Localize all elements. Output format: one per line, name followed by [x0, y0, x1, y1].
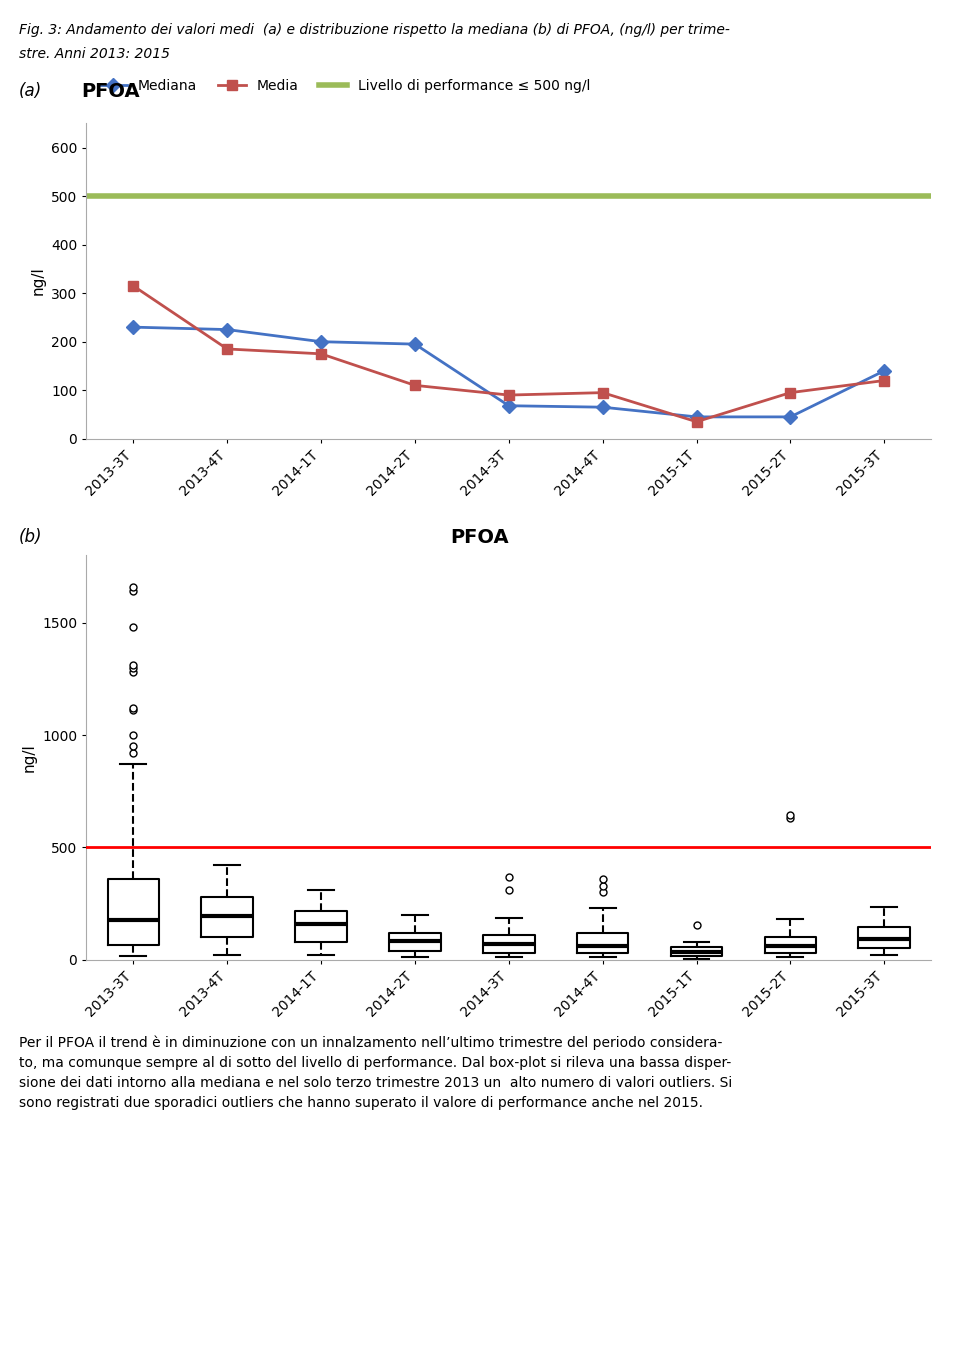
Text: Per il PFOA il trend è in diminuzione con un innalzamento nell’ultimo trimestre : Per il PFOA il trend è in diminuzione co… [19, 1035, 732, 1109]
Y-axis label: ng/l: ng/l [22, 743, 36, 772]
Text: (b): (b) [19, 528, 42, 546]
Legend: Mediana, Media, Livello di performance ≤ 500 ng/l: Mediana, Media, Livello di performance ≤… [93, 74, 596, 99]
Text: PFOA: PFOA [450, 528, 510, 547]
Text: stre. Anni 2013: 2015: stre. Anni 2013: 2015 [19, 47, 170, 60]
Text: Fig. 3: Andamento dei valori medi  (a) e distribuzione rispetto la mediana (b) d: Fig. 3: Andamento dei valori medi (a) e … [19, 23, 730, 37]
Text: (a): (a) [19, 82, 42, 100]
Text: PFOA: PFOA [82, 82, 140, 101]
Y-axis label: ng/l: ng/l [31, 267, 45, 295]
